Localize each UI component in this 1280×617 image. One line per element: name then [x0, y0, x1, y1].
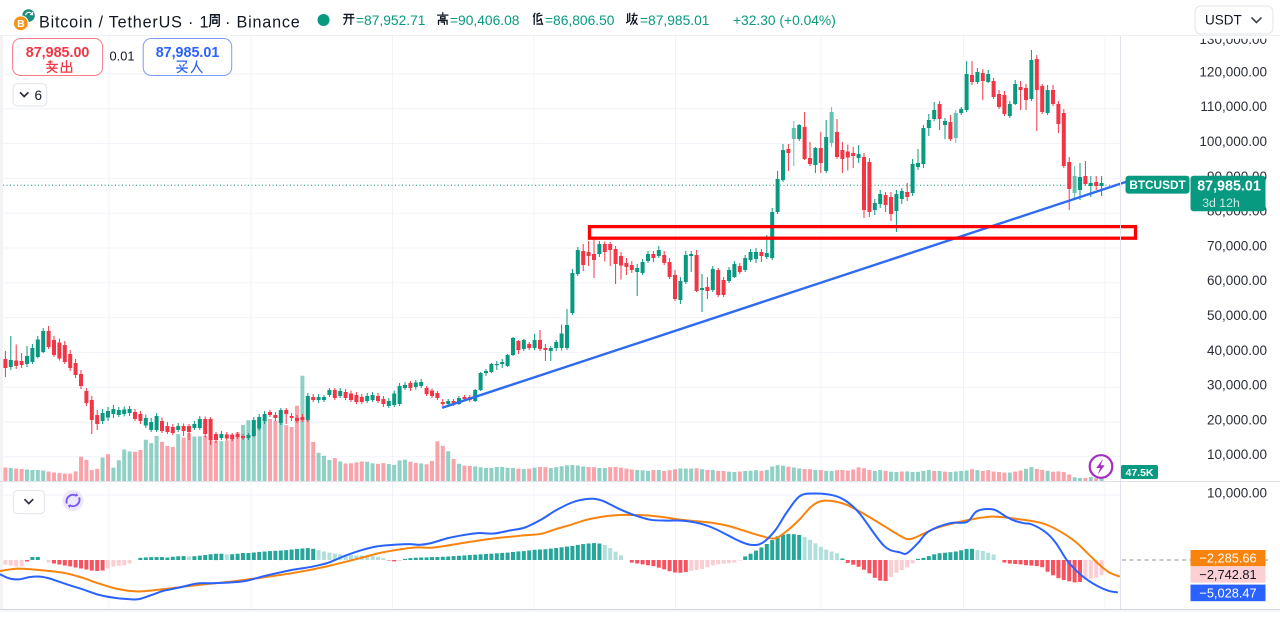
svg-text:+32.30 (+0.04%): +32.30 (+0.04%) [733, 13, 836, 28]
svg-text:60,000.00: 60,000.00 [1207, 273, 1267, 288]
svg-text:=90,406.08: =90,406.08 [450, 13, 520, 28]
svg-text:3d 12h: 3d 12h [1202, 196, 1240, 210]
svg-text:100,000.00: 100,000.00 [1199, 134, 1267, 149]
svg-text:30,000.00: 30,000.00 [1207, 378, 1267, 393]
svg-text:87,985.01: 87,985.01 [156, 45, 220, 61]
svg-text:−5,028.47: −5,028.47 [1199, 585, 1256, 600]
svg-text:110,000.00: 110,000.00 [1200, 99, 1267, 114]
svg-text:120,000.00: 120,000.00 [1199, 64, 1267, 79]
svg-text:70,000.00: 70,000.00 [1207, 238, 1267, 253]
svg-text:0.01: 0.01 [110, 48, 135, 63]
svg-text:=87,952.71: =87,952.71 [356, 13, 425, 28]
svg-text:=87,985.01: =87,985.01 [640, 13, 709, 28]
svg-text:6: 6 [35, 88, 43, 103]
svg-text:B: B [17, 18, 25, 30]
svg-text:10,000.00: 10,000.00 [1207, 447, 1267, 462]
svg-text:50,000.00: 50,000.00 [1207, 308, 1267, 323]
svg-text:−2,285.66: −2,285.66 [1199, 550, 1256, 565]
svg-text:Bitcoin / TetherUS · 1: Bitcoin / TetherUS · 1 [39, 13, 209, 31]
svg-text:BTCUSDT: BTCUSDT [1129, 178, 1186, 192]
svg-text:87,985.00: 87,985.00 [26, 45, 90, 61]
svg-text:=86,806.50: =86,806.50 [545, 13, 615, 28]
svg-text:87,985.01: 87,985.01 [1197, 179, 1261, 195]
svg-text:· Binance: · Binance [225, 13, 301, 31]
svg-text:USDT: USDT [1205, 13, 1242, 28]
svg-text:47.5K: 47.5K [1125, 467, 1153, 479]
svg-text:10,000.00: 10,000.00 [1207, 485, 1267, 500]
svg-text:20,000.00: 20,000.00 [1207, 412, 1267, 427]
svg-text:40,000.00: 40,000.00 [1207, 343, 1267, 358]
svg-text:−2,742.81: −2,742.81 [1199, 567, 1256, 582]
